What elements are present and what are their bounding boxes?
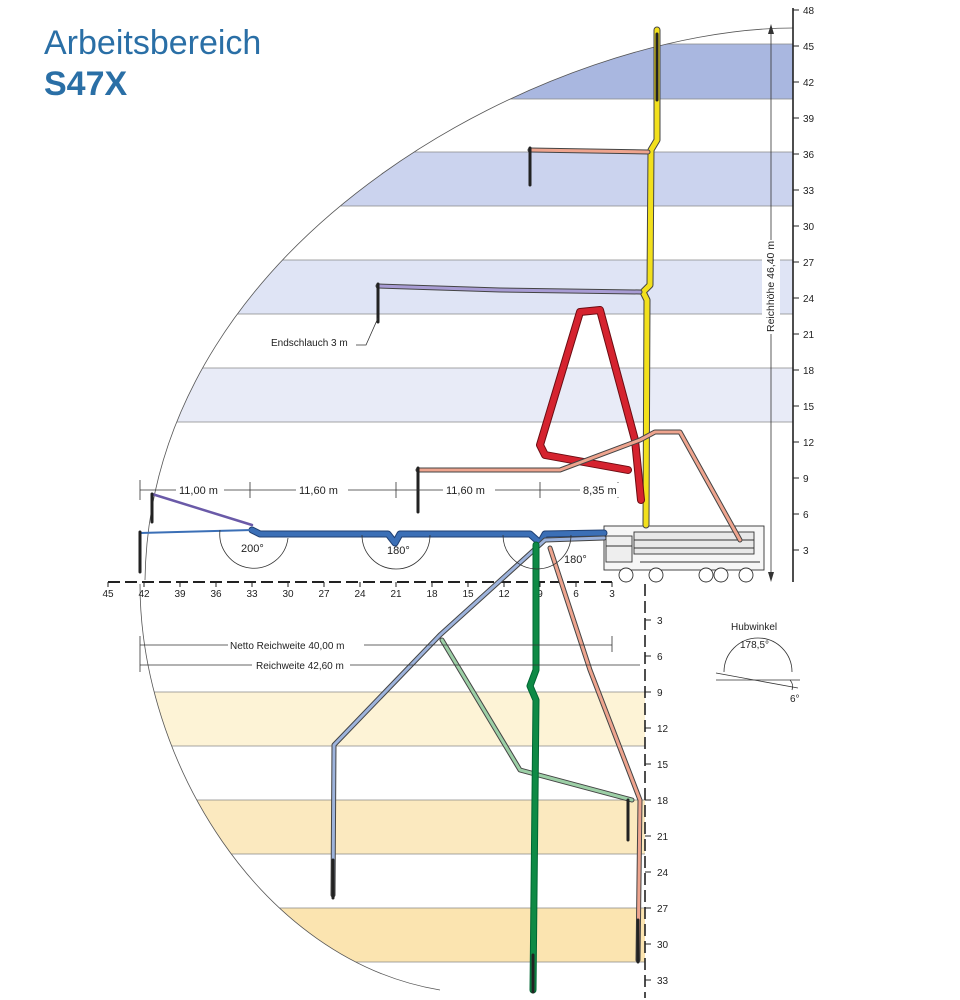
right-up-tick-label: 30 (803, 222, 815, 233)
page-title: Arbeitsbereich S47X (44, 22, 261, 104)
angle-label-180-a: 180° (387, 545, 410, 557)
right-up-tick-label: 12 (803, 438, 815, 449)
boom-lilac-tip (150, 492, 254, 527)
bottom-tick-label: 24 (354, 589, 366, 600)
boom-lilac (376, 284, 642, 294)
right-up-tick-label: 18 (803, 366, 815, 377)
boom-salmon-high (528, 148, 650, 154)
right-down-tick-label: 18 (657, 796, 669, 807)
boom-lightblue (331, 536, 606, 897)
boom-yellow (640, 27, 660, 528)
right-up-tick-label: 6 (803, 510, 809, 521)
angle-arcs (219, 529, 572, 570)
bottom-tick-label: 21 (390, 589, 402, 600)
boom-salmon-down (548, 546, 642, 962)
truck (603, 525, 765, 583)
right-down-tick-label: 15 (657, 760, 669, 771)
lift-angle-title: Hubwinkel (731, 622, 777, 633)
segment-4-length: 8,35 m (583, 485, 617, 497)
right-up-tick-label: 33 (803, 186, 815, 197)
height-dimension-label: Reichhöhe 46,40 m (765, 241, 777, 332)
upper-envelope-arc (144, 27, 794, 581)
right-down-tick-label: 27 (657, 904, 669, 915)
title-line1: Arbeitsbereich (44, 24, 262, 62)
right-down-tick-label: 12 (657, 724, 669, 735)
bottom-tick-label: 42 (138, 589, 150, 600)
right-axis-up-ticks: 48 45 42 39 36 33 30 27 24 21 18 15 12 9 6 3 (793, 6, 815, 557)
right-axis-down-ticks: 3 6 9 12 15 18 21 24 27 30 33 (645, 616, 669, 987)
net-reach-label: Netto Reichweite 40,00 m (230, 641, 345, 652)
boom-salmon-down-outline (547, 545, 643, 963)
right-up-tick-label: 21 (803, 330, 815, 341)
segment-2-length: 11,60 m (299, 485, 338, 497)
band-15-18 (145, 368, 793, 422)
boom-blue (249, 527, 607, 546)
right-up-tick-label: 48 (803, 6, 815, 17)
depth-bands (140, 691, 645, 963)
boom-green (527, 542, 539, 993)
right-up-tick-label: 15 (803, 402, 815, 413)
lower-envelope-arc (139, 583, 441, 991)
right-down-tick-label: 6 (657, 652, 663, 663)
right-up-tick-label: 42 (803, 78, 815, 89)
band-18-21 (140, 800, 645, 854)
angle-label-180-b: 180° (564, 554, 587, 566)
angle-label-200: 200° (241, 543, 264, 555)
bottom-tick-label: 9 (537, 589, 543, 600)
right-up-tick-label: 36 (803, 150, 815, 161)
band-27-30 (140, 908, 645, 962)
bottom-tick-label: 33 (246, 589, 258, 600)
boom-salmon-low (416, 430, 742, 542)
band-33-36 (145, 152, 793, 206)
title-line2-model: S47X (44, 65, 128, 103)
bottom-tick-label: 18 (426, 589, 438, 600)
end-hose-leader (356, 317, 379, 346)
right-down-tick-label: 9 (657, 688, 663, 699)
boom-blue-tip (139, 529, 253, 534)
right-up-tick-label: 45 (803, 42, 815, 53)
right-up-tick-label: 3 (803, 546, 809, 557)
segment-3-length: 11,60 m (446, 485, 485, 497)
bottom-tick-label: 15 (462, 589, 474, 600)
lift-angle-big: 178,5° (740, 640, 769, 651)
boom-positions (138, 26, 743, 994)
right-down-tick-label: 33 (657, 976, 669, 987)
boom-lightgreen (440, 638, 634, 802)
segment-1-length: 11,00 m (179, 485, 218, 497)
right-up-tick-label: 27 (803, 258, 815, 269)
lift-angle-inset (715, 637, 800, 691)
end-hose-label: Endschlauch 3 m (271, 338, 348, 349)
right-up-tick-label: 39 (803, 114, 815, 125)
bottom-tick-label: 3 (609, 589, 615, 600)
right-up-tick-label: 9 (803, 474, 809, 485)
bottom-tick-label: 30 (282, 589, 294, 600)
bottom-tick-label: 36 (210, 589, 222, 600)
right-down-tick-label: 24 (657, 868, 669, 879)
bottom-tick-label: 6 (573, 589, 579, 600)
lift-angle-small: 6° (790, 694, 800, 705)
bottom-tick-label: 39 (174, 589, 186, 600)
band-42-45 (145, 44, 793, 99)
bottom-axis: 45 42 39 36 33 30 27 24 21 18 15 12 9 6 3 (102, 582, 615, 600)
right-down-tick-label: 21 (657, 832, 669, 843)
reach-label: Reichweite 42,60 m (256, 661, 344, 672)
right-down-tick-label: 3 (657, 616, 663, 627)
right-down-tick-label: 30 (657, 940, 669, 951)
band-9-12 (140, 692, 645, 746)
bottom-tick-label: 12 (498, 589, 510, 600)
reach-dimensions (139, 636, 640, 672)
bottom-tick-label: 45 (102, 589, 114, 600)
bottom-tick-label: 27 (318, 589, 330, 600)
right-up-tick-label: 24 (803, 294, 815, 305)
